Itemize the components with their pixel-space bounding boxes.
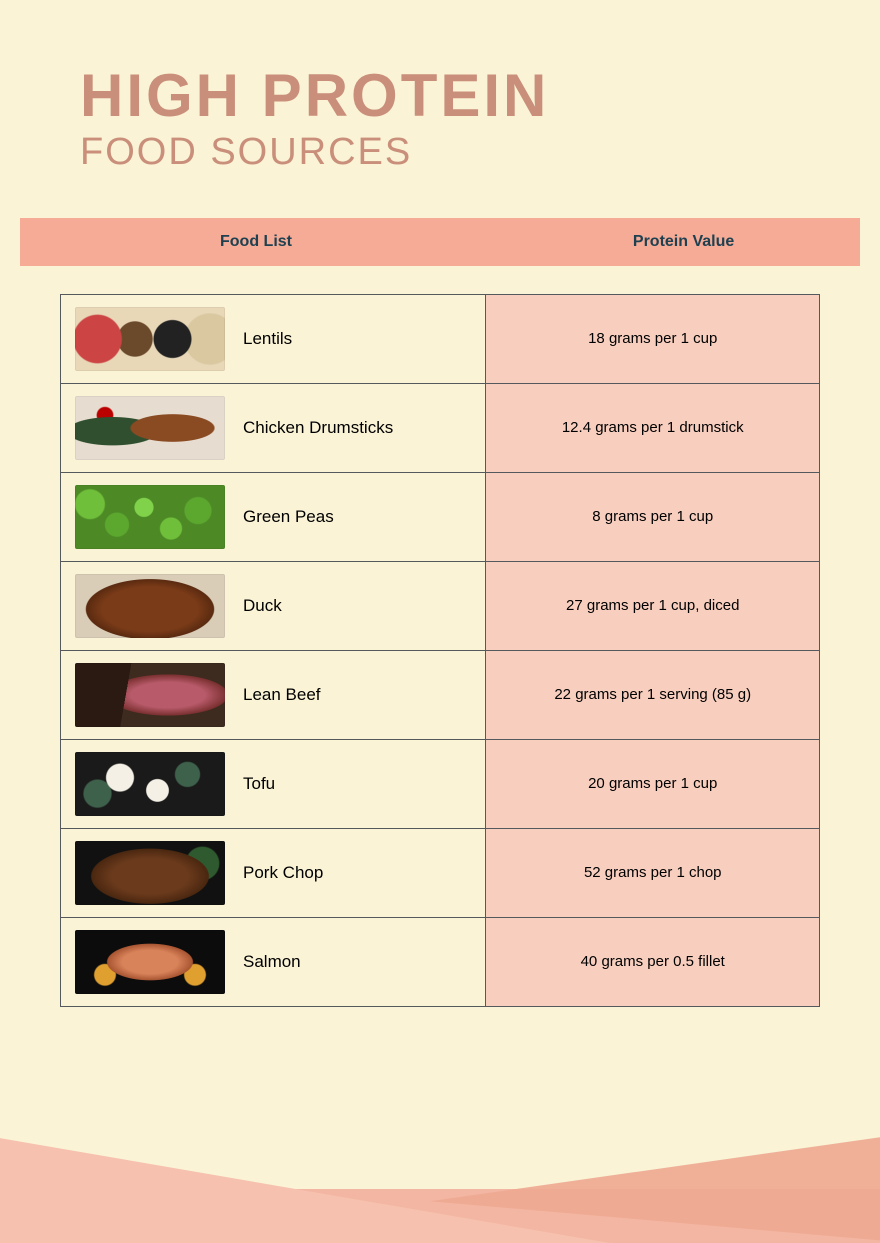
food-name: Duck <box>243 596 282 616</box>
protein-value-cell: 20 grams per 1 cup <box>485 740 819 828</box>
table-row: Duck 27 grams per 1 cup, diced <box>61 562 819 651</box>
title-sub: FOOD SOURCES <box>80 132 800 174</box>
food-thumbnail <box>75 930 225 994</box>
table-row: Lentils 18 grams per 1 cup <box>61 295 819 384</box>
food-thumbnail <box>75 485 225 549</box>
protein-value-cell: 27 grams per 1 cup, diced <box>485 562 819 650</box>
header-col-food: Food List <box>20 233 507 251</box>
table-row: Salmon 40 grams per 0.5 fillet <box>61 918 819 1006</box>
footer-decoration <box>0 1133 880 1243</box>
table-row: Pork Chop 52 grams per 1 chop <box>61 829 819 918</box>
protein-value-cell: 8 grams per 1 cup <box>485 473 819 561</box>
food-cell: Tofu <box>61 740 485 828</box>
food-thumbnail <box>75 307 225 371</box>
protein-value-cell: 12.4 grams per 1 drumstick <box>485 384 819 472</box>
table-header: Food List Protein Value <box>20 218 860 266</box>
food-thumbnail <box>75 752 225 816</box>
infographic-page: HIGH PROTEIN FOOD SOURCES Food List Prot… <box>0 0 880 1243</box>
food-table: Lentils18 grams per 1 cupChicken Drumsti… <box>60 294 820 1007</box>
food-name: Lean Beef <box>243 685 321 705</box>
header-col-value: Protein Value <box>507 233 860 251</box>
footer-band <box>0 1189 880 1243</box>
food-cell: Duck <box>61 562 485 650</box>
food-name: Green Peas <box>243 507 334 527</box>
table-row: Lean Beef 22 grams per 1 serving (85 g) <box>61 651 819 740</box>
food-cell: Green Peas <box>61 473 485 561</box>
title-block: HIGH PROTEIN FOOD SOURCES <box>0 0 880 174</box>
food-name: Salmon <box>243 952 301 972</box>
food-thumbnail <box>75 663 225 727</box>
food-cell: Pork Chop <box>61 829 485 917</box>
food-cell: Chicken Drumsticks <box>61 384 485 472</box>
table-row: Chicken Drumsticks 12.4 grams per 1 drums… <box>61 384 819 473</box>
food-name: Lentils <box>243 329 292 349</box>
food-name: Pork Chop <box>243 863 323 883</box>
food-thumbnail <box>75 396 225 460</box>
protein-value-cell: 40 grams per 0.5 fillet <box>485 918 819 1006</box>
food-cell: Lentils <box>61 295 485 383</box>
food-cell: Salmon <box>61 918 485 1006</box>
food-name: Chicken Drumsticks <box>243 418 393 438</box>
table-row: Tofu 20 grams per 1 cup <box>61 740 819 829</box>
food-name: Tofu <box>243 774 275 794</box>
footer-triangle-right <box>430 1133 880 1243</box>
food-cell: Lean Beef <box>61 651 485 739</box>
protein-value-cell: 22 grams per 1 serving (85 g) <box>485 651 819 739</box>
protein-value-cell: 52 grams per 1 chop <box>485 829 819 917</box>
footer-triangle-left <box>0 1133 610 1243</box>
table-row: Green Peas 8 grams per 1 cup <box>61 473 819 562</box>
food-thumbnail <box>75 574 225 638</box>
title-main: HIGH PROTEIN <box>80 66 800 126</box>
food-thumbnail <box>75 841 225 905</box>
protein-value-cell: 18 grams per 1 cup <box>485 295 819 383</box>
